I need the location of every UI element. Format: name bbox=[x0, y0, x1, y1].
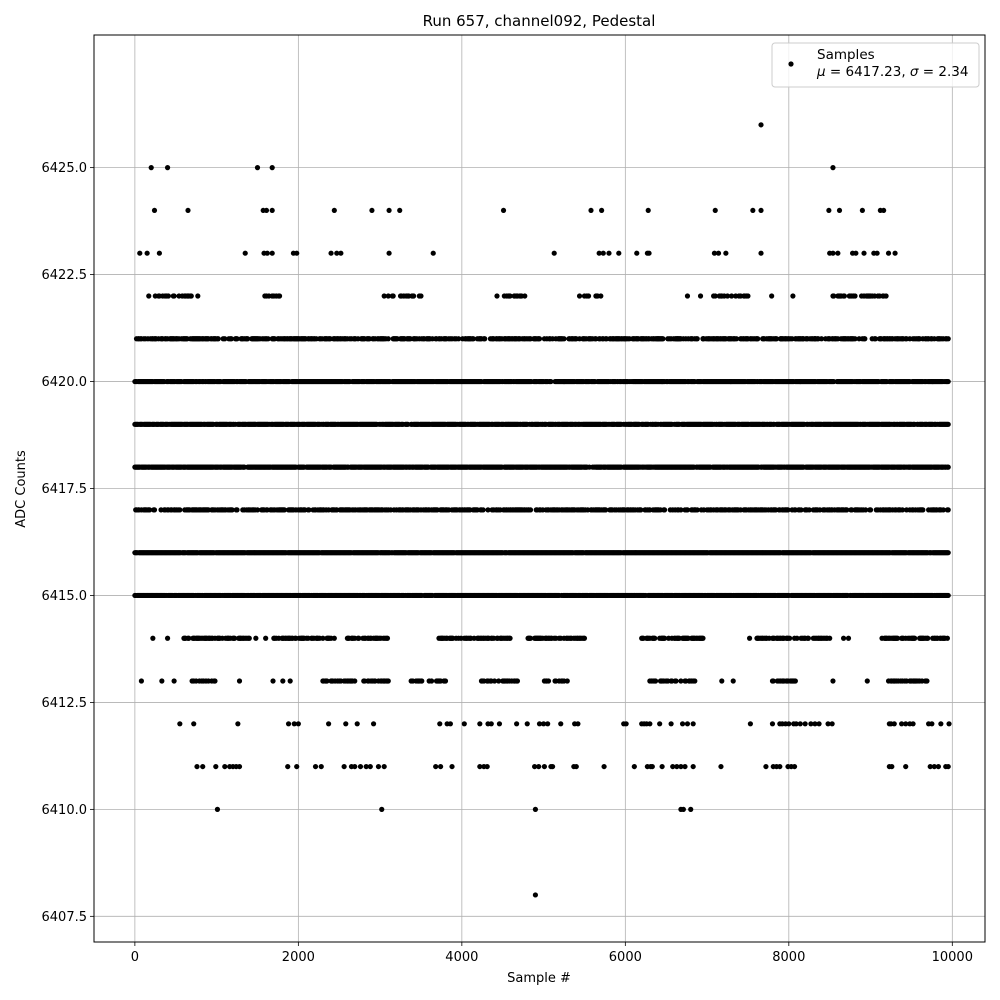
chart-title: Run 657, channel092, Pedestal bbox=[423, 12, 656, 30]
data-point bbox=[841, 293, 848, 299]
data-point bbox=[945, 336, 951, 342]
data-point bbox=[470, 336, 476, 342]
data-point bbox=[188, 293, 194, 299]
data-point bbox=[390, 293, 396, 299]
data-point bbox=[745, 293, 751, 299]
data-point bbox=[234, 336, 240, 342]
data-point bbox=[228, 336, 234, 342]
data-point bbox=[945, 507, 951, 513]
data-point bbox=[222, 336, 228, 342]
data-point bbox=[576, 293, 583, 299]
data-point bbox=[694, 336, 700, 342]
data-point bbox=[831, 293, 837, 299]
data-point bbox=[862, 336, 868, 342]
data-point bbox=[561, 336, 567, 342]
data-point bbox=[755, 336, 761, 342]
data-point bbox=[507, 293, 513, 299]
data-point bbox=[945, 378, 951, 385]
data-point bbox=[455, 336, 462, 342]
data-point bbox=[872, 336, 879, 342]
data-points bbox=[132, 122, 952, 898]
data-point bbox=[494, 293, 500, 299]
data-point bbox=[867, 507, 874, 513]
data-point bbox=[773, 336, 780, 342]
data-point bbox=[818, 336, 825, 342]
data-point bbox=[852, 336, 858, 342]
data-point bbox=[945, 550, 951, 556]
data-point bbox=[852, 293, 858, 299]
data-point bbox=[660, 336, 666, 342]
data-point bbox=[215, 336, 221, 342]
data-point bbox=[482, 336, 488, 342]
data-point bbox=[945, 421, 951, 427]
data-point bbox=[146, 293, 152, 299]
data-point bbox=[276, 293, 283, 299]
data-point bbox=[522, 293, 528, 299]
data-point bbox=[177, 507, 183, 513]
data-point bbox=[548, 378, 554, 385]
data-point bbox=[527, 507, 534, 513]
data-point bbox=[585, 293, 592, 299]
data-point bbox=[724, 293, 731, 299]
data-point bbox=[265, 336, 271, 342]
data-point bbox=[661, 507, 668, 513]
data-point bbox=[385, 336, 391, 342]
data-point bbox=[171, 293, 177, 299]
data-point bbox=[411, 293, 417, 299]
data-point bbox=[195, 293, 201, 299]
data-point bbox=[729, 293, 735, 299]
data-point bbox=[883, 293, 889, 299]
data-point bbox=[385, 293, 391, 299]
data-point bbox=[234, 507, 240, 513]
data-point bbox=[165, 293, 171, 299]
data-point bbox=[381, 293, 387, 299]
data-point bbox=[418, 293, 424, 299]
data-point bbox=[920, 507, 926, 513]
data-point bbox=[480, 507, 486, 513]
data-point bbox=[245, 336, 251, 342]
data-point bbox=[151, 507, 158, 513]
data-point bbox=[536, 336, 543, 342]
data-point bbox=[945, 464, 951, 470]
data-point bbox=[598, 293, 604, 299]
